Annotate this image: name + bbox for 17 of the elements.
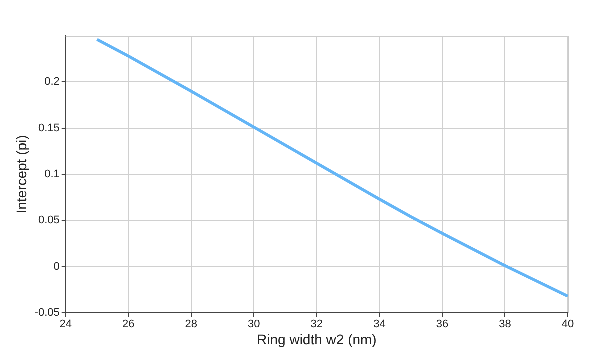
y-axis-title: Intercept (pi) bbox=[13, 135, 30, 214]
y-tick-label: 0.1 bbox=[44, 168, 60, 181]
x-tick-label: 34 bbox=[374, 318, 386, 331]
y-tick-label: 0 bbox=[54, 260, 60, 273]
y-tick-label: -0.05 bbox=[34, 307, 60, 320]
x-tick-label: 24 bbox=[60, 318, 72, 331]
y-tick-label: 0.15 bbox=[38, 122, 60, 134]
x-tick-label: 38 bbox=[499, 318, 512, 331]
x-tick-label: 32 bbox=[310, 318, 324, 331]
y-tick-label: 0.2 bbox=[44, 76, 60, 88]
x-tick-label: 28 bbox=[185, 318, 198, 331]
y-tick-label: 0.05 bbox=[38, 214, 60, 227]
x-tick-label: 30 bbox=[248, 318, 260, 331]
x-tick-label: 26 bbox=[122, 318, 135, 331]
x-axis-title: Ring width w2 (nm) bbox=[257, 331, 377, 348]
x-tick-label: 36 bbox=[436, 318, 449, 331]
x-tick-label: 40 bbox=[562, 318, 574, 331]
